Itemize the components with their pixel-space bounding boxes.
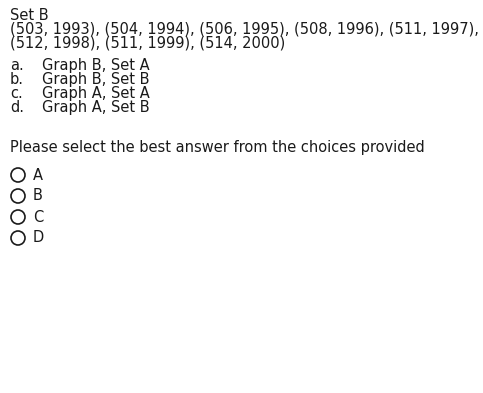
Text: Graph A, Set B: Graph A, Set B bbox=[42, 100, 150, 115]
Text: B: B bbox=[33, 189, 43, 204]
Text: Please select the best answer from the choices provided: Please select the best answer from the c… bbox=[10, 140, 425, 155]
Text: c.: c. bbox=[10, 86, 23, 101]
Text: Set B: Set B bbox=[10, 8, 49, 23]
Text: C: C bbox=[33, 209, 43, 224]
Text: b.: b. bbox=[10, 72, 24, 87]
Text: Graph B, Set B: Graph B, Set B bbox=[42, 72, 150, 87]
Text: d.: d. bbox=[10, 100, 24, 115]
Text: Graph B, Set A: Graph B, Set A bbox=[42, 58, 150, 73]
Text: A: A bbox=[33, 167, 43, 182]
Text: D: D bbox=[33, 231, 44, 246]
Text: (503, 1993), (504, 1994), (506, 1995), (508, 1996), (511, 1997),: (503, 1993), (504, 1994), (506, 1995), (… bbox=[10, 22, 479, 37]
Text: Graph A, Set A: Graph A, Set A bbox=[42, 86, 150, 101]
Text: a.: a. bbox=[10, 58, 24, 73]
Text: (512, 1998), (511, 1999), (514, 2000): (512, 1998), (511, 1999), (514, 2000) bbox=[10, 36, 285, 51]
